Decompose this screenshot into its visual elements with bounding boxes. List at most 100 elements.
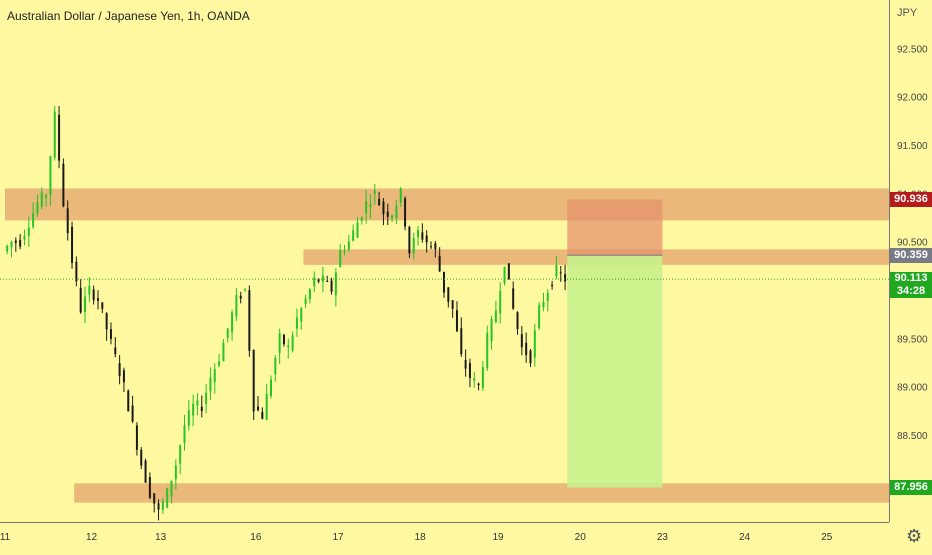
candle-body xyxy=(520,334,523,348)
candle-body xyxy=(555,265,558,277)
candle-body xyxy=(153,493,156,504)
candle-body xyxy=(157,503,160,510)
candle-body xyxy=(88,285,91,295)
candle-body xyxy=(231,312,234,333)
candle-body xyxy=(347,241,350,250)
candle-body xyxy=(330,280,333,292)
candle-body xyxy=(179,445,182,464)
candle-body xyxy=(58,114,61,161)
current-price-value: 90.113 xyxy=(894,272,928,285)
x-tick-label: 17 xyxy=(332,532,344,543)
candle-body xyxy=(559,272,562,274)
price-tag-entry: 90.359 xyxy=(890,247,932,263)
x-tick-label: 25 xyxy=(821,532,833,543)
candle-body xyxy=(32,213,35,227)
candle-body xyxy=(84,296,87,312)
candle-body xyxy=(118,363,121,377)
x-tick-label: 18 xyxy=(415,532,427,543)
candle-body xyxy=(170,480,173,497)
candle-body xyxy=(503,266,506,284)
candle-body xyxy=(404,198,407,227)
candle-body xyxy=(144,460,147,483)
candle-body xyxy=(365,201,368,214)
y-tick-label: 90.500 xyxy=(897,238,928,249)
candle-body xyxy=(382,201,385,215)
candle-body xyxy=(516,312,519,329)
candle-body xyxy=(226,328,229,338)
candle-body xyxy=(378,198,381,206)
candle-body xyxy=(373,190,376,195)
candle-body xyxy=(257,406,260,411)
candle-body xyxy=(122,370,125,383)
candle-body xyxy=(490,318,493,342)
x-tick-label: 13 xyxy=(155,532,167,543)
candle-body xyxy=(96,298,99,301)
y-tick-label: 88.500 xyxy=(897,431,928,442)
candle-body xyxy=(538,304,541,329)
candle-body xyxy=(321,275,324,282)
candle-body xyxy=(326,280,329,282)
candle-body xyxy=(447,287,450,302)
zones-layer xyxy=(5,188,889,503)
candle-body xyxy=(209,377,212,392)
x-tick-label: 24 xyxy=(739,532,751,543)
candle-body xyxy=(274,357,277,375)
x-tick-label: 20 xyxy=(575,532,587,543)
candle-body xyxy=(75,261,78,282)
candle-body xyxy=(473,378,476,381)
x-tick-label: 12 xyxy=(86,532,98,543)
candle-body xyxy=(417,230,420,238)
candle-body xyxy=(248,290,251,351)
candle-body xyxy=(334,272,337,296)
candle-body xyxy=(40,192,43,207)
candle-body xyxy=(213,368,216,383)
candle-body xyxy=(512,288,515,309)
candle-body xyxy=(187,410,190,426)
candle-body xyxy=(23,235,26,240)
candle-body xyxy=(425,235,428,243)
x-tick-label: 23 xyxy=(657,532,669,543)
candle-body xyxy=(45,195,48,198)
candle-body xyxy=(183,425,186,443)
candle-body xyxy=(343,250,346,252)
y-tick-label: 92.500 xyxy=(897,44,928,55)
candle-body xyxy=(218,361,221,366)
candle-body xyxy=(460,328,463,355)
candle-body xyxy=(114,347,117,355)
candle-body xyxy=(352,230,355,241)
candle-body xyxy=(19,239,22,247)
candle-body xyxy=(66,208,69,234)
candle-body xyxy=(269,379,272,396)
candle-body xyxy=(295,317,298,329)
position-layer xyxy=(567,199,663,488)
candle-body xyxy=(14,240,17,243)
candle-body xyxy=(399,188,402,203)
candle-body xyxy=(6,245,9,252)
candle-body xyxy=(564,274,567,282)
candle-body xyxy=(109,329,112,339)
candle-body xyxy=(464,359,467,369)
candle-body xyxy=(308,289,311,300)
candle-body xyxy=(92,289,95,301)
x-tick-label: 16 xyxy=(250,532,262,543)
currency-label: JPY xyxy=(897,7,918,19)
time-axis-border xyxy=(0,522,889,523)
candle-body xyxy=(412,237,415,254)
risk-box xyxy=(567,199,663,256)
candle-body xyxy=(391,215,394,219)
candle-body xyxy=(252,349,255,412)
gear-icon[interactable]: ⚙ xyxy=(906,526,923,546)
candle-body xyxy=(434,243,437,250)
price-tag-target: 87.956 xyxy=(890,480,932,496)
candle-body xyxy=(430,246,433,248)
candle-body xyxy=(395,205,398,218)
candle-body xyxy=(265,393,268,420)
bar-countdown: 34:28 xyxy=(896,285,926,298)
price-tag-stop: 90.936 xyxy=(890,192,932,208)
candle-body xyxy=(261,411,264,419)
candle-body xyxy=(27,227,30,236)
candle-body xyxy=(438,255,441,272)
candle-body xyxy=(174,465,177,480)
